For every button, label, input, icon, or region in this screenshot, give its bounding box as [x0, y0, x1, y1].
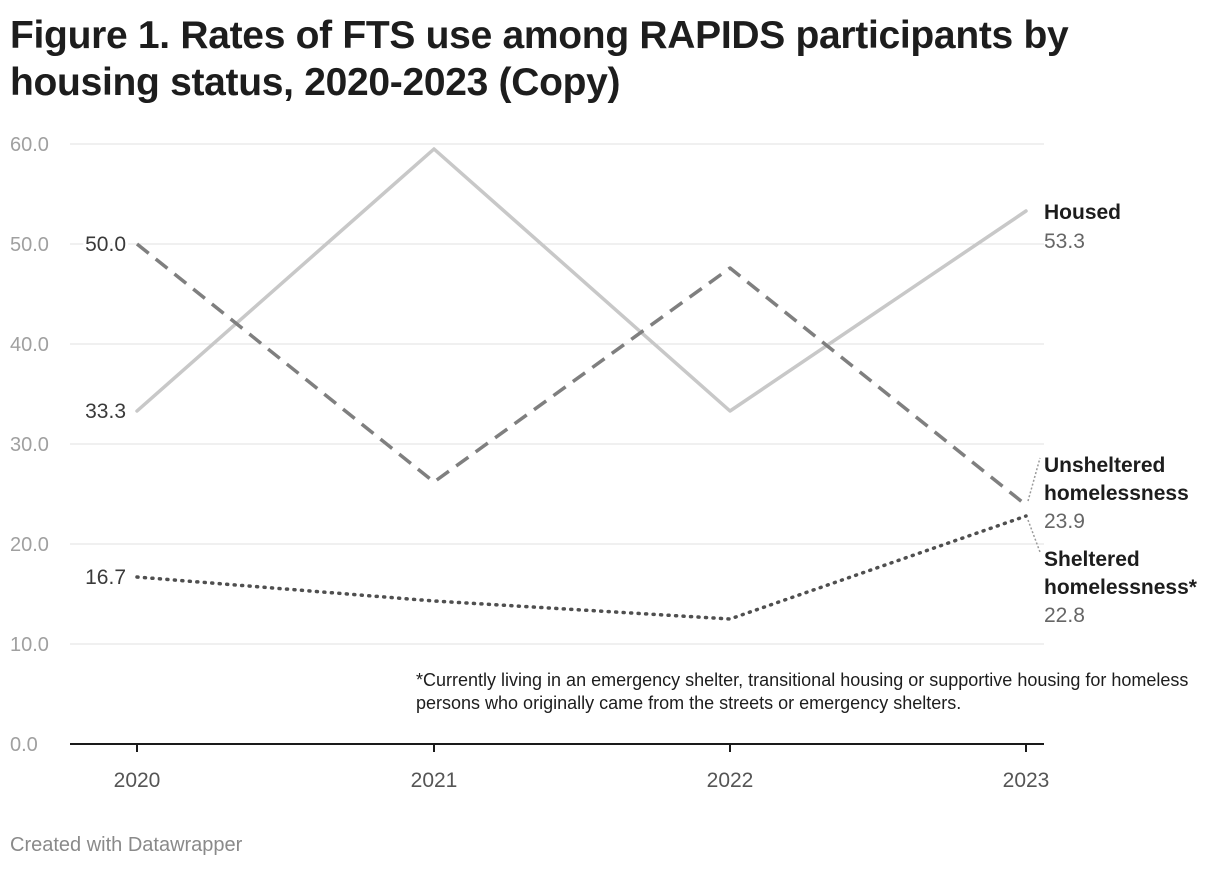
series-name-unsheltered-line2: homelessness [1044, 482, 1189, 505]
series-line-housed [135, 147, 1028, 413]
label-connector-unsheltered [1027, 457, 1041, 502]
x-tick-label: 2020 [114, 769, 161, 792]
series-line-sheltered [135, 514, 1028, 621]
series-line-unsheltered [135, 242, 1028, 507]
series-lines [135, 147, 1028, 621]
label-connector-sheltered [1027, 519, 1041, 553]
chart-title: Figure 1. Rates of FTS use among RAPIDS … [10, 14, 1069, 104]
series-name-unsheltered-line1: Unsheltered [1044, 454, 1165, 477]
datawrapper-credit: Created with Datawrapper [10, 834, 243, 856]
series-name-housed: Housed [1044, 201, 1121, 224]
series-name-sheltered-line1: Sheltered [1044, 548, 1140, 571]
y-axis-tick-labels: 0.0 10.0 20.0 30.0 40.0 50.0 60.0 [10, 134, 49, 756]
footnote: *Currently living in an emergency shelte… [416, 670, 1189, 713]
start-label-housed: 33.3 [85, 400, 126, 423]
y-tick-label: 10.0 [10, 634, 49, 656]
x-axis: 2020 2021 2022 2023 [70, 743, 1050, 792]
gridlines [70, 143, 1044, 645]
start-label-sheltered: 16.7 [85, 566, 126, 589]
end-label-sheltered: 22.8 [1044, 604, 1085, 627]
y-tick-label: 0.0 [10, 734, 38, 756]
x-tick-label: 2023 [1003, 769, 1050, 792]
y-tick-label: 50.0 [10, 234, 49, 256]
y-tick-label: 60.0 [10, 134, 49, 156]
end-label-unsheltered: 23.9 [1044, 510, 1085, 533]
series-name-sheltered-line2: homelessness* [1044, 576, 1198, 599]
y-tick-label: 20.0 [10, 534, 49, 556]
x-tick-label: 2022 [707, 769, 754, 792]
start-label-unsheltered: 50.0 [85, 233, 126, 256]
end-label-housed: 53.3 [1044, 230, 1085, 253]
value-labels: 33.3 50.0 16.7 Housed 53.3 Unsheltered homeles… [82, 201, 1198, 627]
y-tick-label: 30.0 [10, 434, 49, 456]
y-tick-label: 40.0 [10, 334, 49, 356]
x-tick-label: 2021 [411, 769, 458, 792]
